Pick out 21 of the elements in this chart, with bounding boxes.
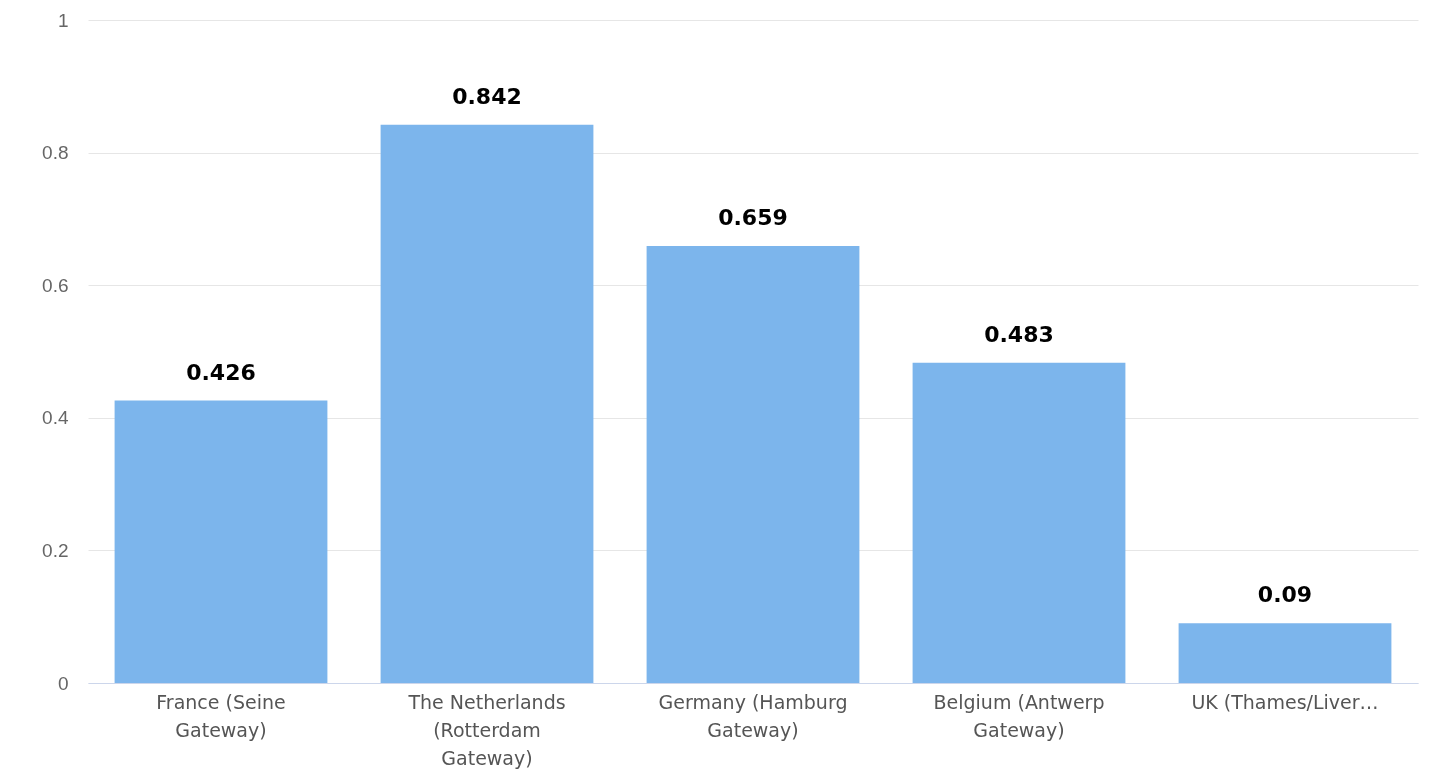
data-label: 0.426 <box>186 359 256 385</box>
y-tick-label: 1 <box>57 9 69 31</box>
data-label: 0.659 <box>718 205 788 231</box>
bar <box>114 400 328 683</box>
bar <box>646 246 860 683</box>
x-tick-label: Germany (Hamburg Gateway) <box>658 690 848 741</box>
x-tick-label: The Netherlands (Rotterdam Gateway) <box>407 690 566 769</box>
data-label: 0.842 <box>452 83 522 109</box>
y-tick-label: 0.8 <box>42 142 69 164</box>
bar <box>912 362 1126 683</box>
data-label: 0.483 <box>984 321 1054 347</box>
bar <box>380 124 594 683</box>
x-tick-label: Belgium (Antwerp Gateway) <box>933 690 1105 741</box>
y-tick-label: 0.4 <box>42 407 69 429</box>
data-label: 0.09 <box>1257 582 1313 608</box>
x-tick-label: UK (Thames/Liver… <box>1191 690 1379 713</box>
y-tick-label: 0.2 <box>42 539 69 561</box>
x-tick-label: France (Seine Gateway) <box>156 690 286 741</box>
bar <box>1178 623 1392 683</box>
y-tick-label: 0 <box>57 672 69 694</box>
y-tick-label: 0.6 <box>42 274 69 296</box>
